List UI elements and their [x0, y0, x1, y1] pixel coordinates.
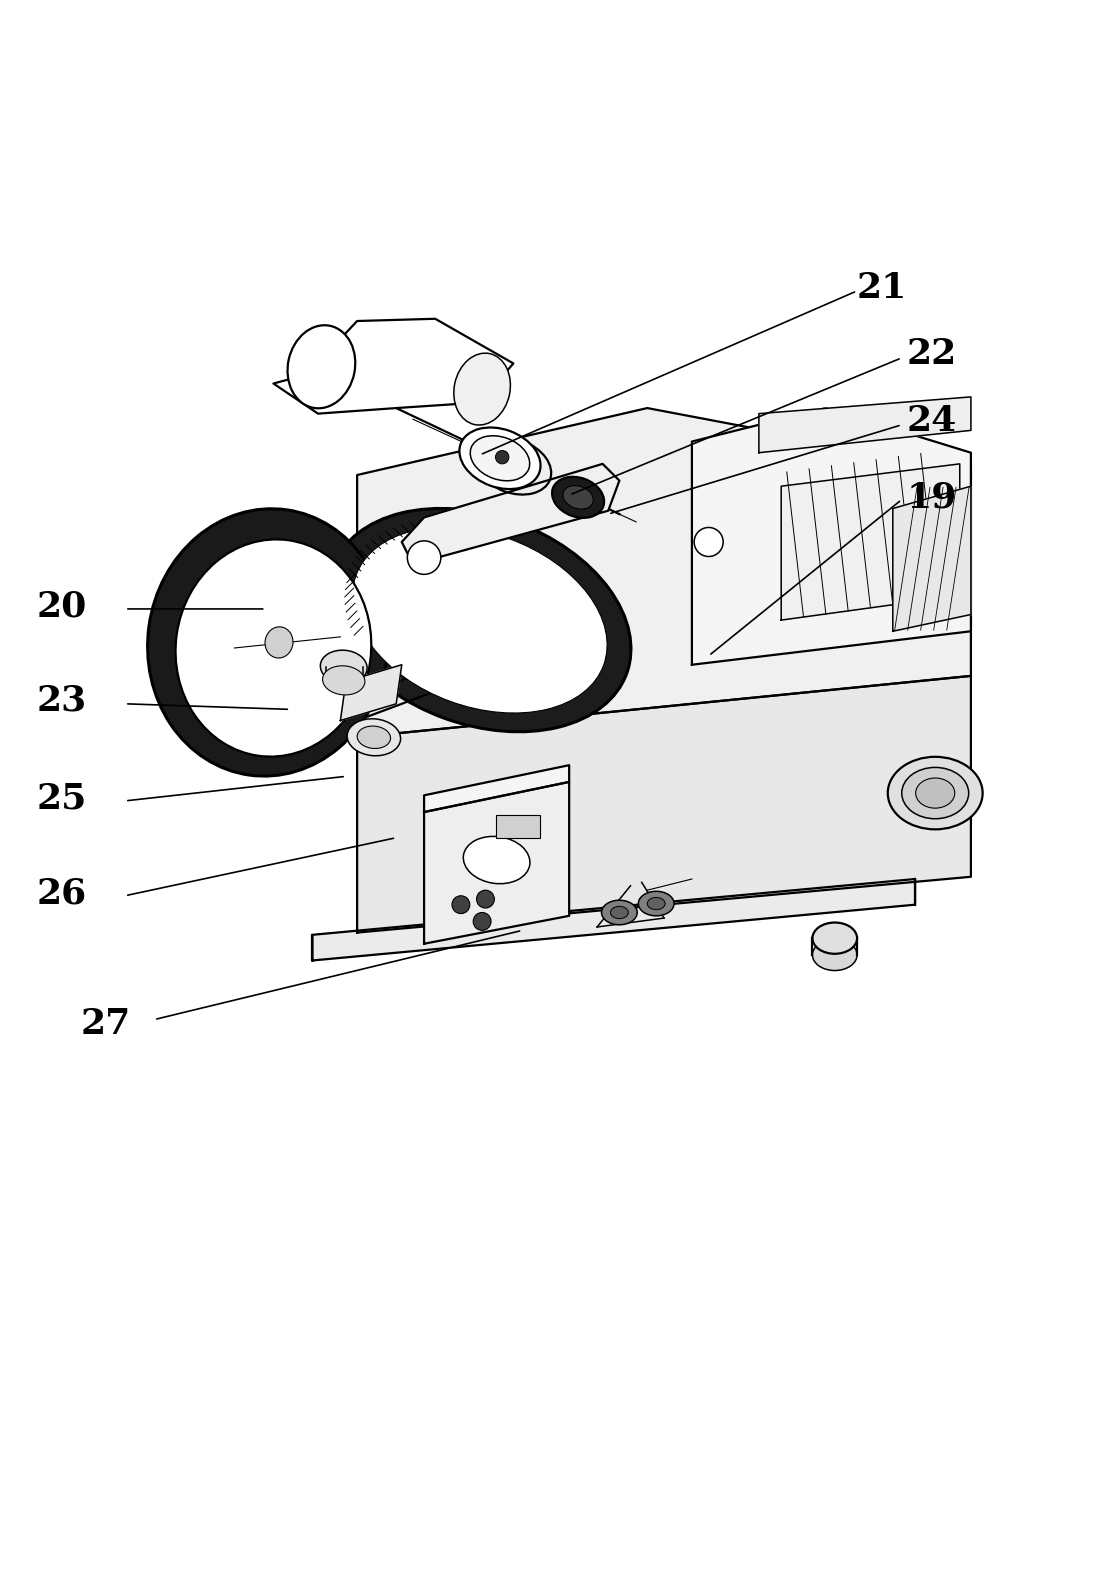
Circle shape [477, 890, 494, 909]
Polygon shape [781, 465, 960, 621]
Ellipse shape [147, 509, 388, 776]
Circle shape [473, 912, 491, 931]
Ellipse shape [475, 438, 551, 495]
Ellipse shape [264, 627, 294, 658]
Ellipse shape [470, 436, 530, 480]
Ellipse shape [812, 923, 857, 954]
Ellipse shape [610, 906, 628, 918]
Ellipse shape [915, 778, 954, 808]
Ellipse shape [602, 901, 637, 925]
Ellipse shape [357, 726, 391, 748]
Text: 23: 23 [36, 684, 87, 718]
Circle shape [496, 450, 509, 465]
Polygon shape [273, 318, 513, 414]
Ellipse shape [647, 898, 665, 910]
Polygon shape [692, 408, 971, 665]
Polygon shape [340, 665, 402, 720]
Ellipse shape [638, 891, 674, 915]
Ellipse shape [888, 758, 982, 830]
Polygon shape [424, 765, 569, 813]
Polygon shape [357, 625, 547, 720]
Ellipse shape [353, 528, 607, 713]
Circle shape [407, 540, 441, 575]
Ellipse shape [347, 718, 401, 756]
Ellipse shape [552, 477, 604, 518]
Text: 19: 19 [906, 480, 958, 515]
Ellipse shape [812, 939, 857, 970]
Text: 25: 25 [36, 781, 87, 816]
Ellipse shape [454, 353, 510, 425]
Ellipse shape [460, 427, 540, 490]
Ellipse shape [288, 326, 355, 408]
Text: 22: 22 [906, 337, 958, 372]
Text: 26: 26 [36, 877, 87, 910]
Circle shape [452, 896, 470, 914]
Circle shape [694, 528, 723, 556]
Ellipse shape [320, 650, 367, 684]
Polygon shape [893, 487, 971, 632]
Ellipse shape [463, 836, 530, 884]
Text: 27: 27 [80, 1006, 132, 1041]
Polygon shape [357, 408, 971, 737]
Polygon shape [402, 465, 619, 564]
Ellipse shape [902, 767, 969, 819]
Polygon shape [357, 676, 971, 932]
Ellipse shape [562, 485, 594, 509]
Polygon shape [312, 879, 915, 961]
Ellipse shape [323, 666, 365, 695]
Ellipse shape [175, 539, 372, 756]
Polygon shape [424, 781, 569, 943]
Bar [496, 816, 540, 838]
Ellipse shape [329, 509, 631, 732]
Text: 24: 24 [906, 405, 958, 438]
Text: 20: 20 [36, 589, 87, 624]
Text: 21: 21 [856, 271, 907, 304]
Polygon shape [759, 397, 971, 452]
